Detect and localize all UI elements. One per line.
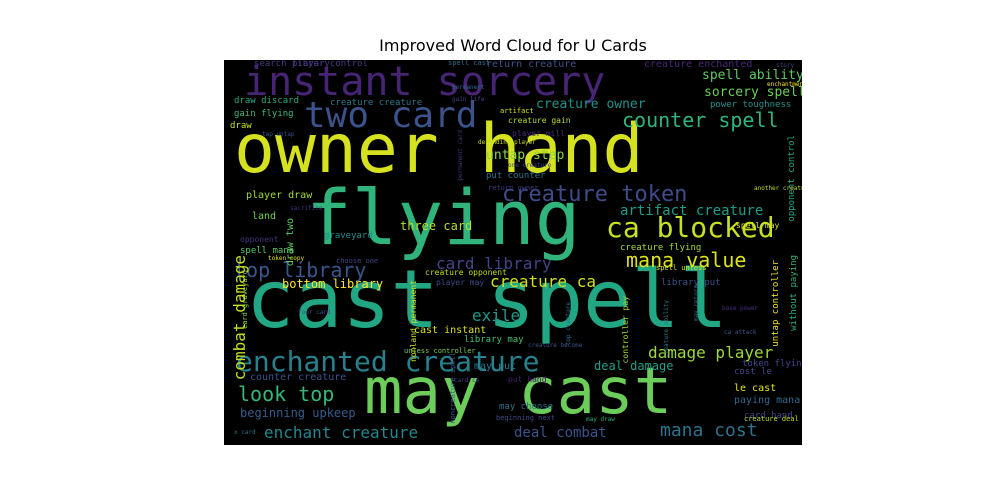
word-creature-ability: creature ability (663, 300, 670, 358)
word-player-mill: player mill (512, 129, 565, 138)
word-may-cast: may cast (364, 355, 673, 429)
word-sorcery-spell: sorcery spell (704, 85, 802, 100)
word-card-ca: card ca (454, 377, 480, 384)
word-noncreature-spell: noncreature spell (449, 352, 457, 424)
word-without-paying: without paying (789, 255, 799, 331)
word-deal-damage: deal damage (594, 359, 674, 373)
chart-title: Improved Word Cloud for U Cards (379, 36, 647, 55)
word-cloud: owner hand cast spell flying may cast instan… (224, 60, 802, 445)
word-power-toughness: power toughness (710, 100, 792, 110)
word-ca-attack: ca attack (724, 329, 757, 336)
word-mana-value: mana value (626, 248, 747, 272)
word-return-creature: return creature (486, 60, 577, 70)
word-cast-instant: cast instant (414, 325, 487, 336)
word-permanent-card: permanent card (457, 130, 464, 181)
word-bottom-library: bottom library (282, 277, 384, 291)
word-top-library: top library (234, 258, 367, 282)
word-controller-pay: controller pay (621, 296, 630, 364)
word-artifact: artifact (500, 107, 534, 115)
word-put-hand: put hand (508, 375, 547, 384)
word-instant-sorcery: instant sorcery (244, 60, 606, 105)
word-may-draw: may draw (586, 416, 615, 423)
word-search-library: search library (254, 60, 330, 69)
word-beginning-next: beginning next (496, 414, 556, 422)
word-creature-enchanted: creature enchanted (644, 60, 753, 70)
word-two-card: two card (304, 95, 478, 136)
word-may-put: may put (474, 361, 517, 372)
word-beginning-upkeep: beginning upkeep (240, 406, 356, 420)
word-token-copy: token copy (268, 255, 305, 262)
word-return-owner: return owner (488, 184, 539, 192)
word-exile: exile (472, 306, 521, 325)
word-spell-ability: spell ability (702, 68, 802, 83)
word-creature-flying: creature flying (620, 243, 702, 253)
word-gain-flying: gain flying (234, 109, 294, 119)
word-artifact-creature: artifact creature (620, 203, 764, 219)
word-x-card: x card (234, 429, 256, 436)
word-story: story (776, 62, 795, 69)
word-land: land (252, 211, 277, 222)
word-card-hand: card hand (744, 411, 793, 421)
word-untap-controller: untap controller (771, 260, 781, 347)
word-choose-one: choose one (336, 257, 379, 265)
word-creature-token: creature token (502, 182, 688, 207)
word-spell-mana: spell mana (240, 246, 295, 256)
word-creature-ca: creature ca (490, 272, 596, 291)
word-four-card: four card (298, 309, 331, 316)
word-cost-le: cost le (734, 367, 772, 377)
word-flying: flying (306, 173, 581, 262)
word-player-may: player may (436, 278, 485, 287)
word-card-graveyard: card graveyard (241, 270, 249, 330)
word-enchanted-creature: enchanted creature (236, 345, 540, 378)
word-three-card: three card (400, 219, 473, 233)
word-card-library: card library (436, 254, 552, 273)
word-put-counter: put counter (486, 171, 546, 181)
word-defending-player: defending player (478, 139, 536, 146)
word-damage-player: damage player (648, 343, 774, 362)
word-sacrifice: sacrifice (290, 205, 323, 212)
word-enchant-creature: enchant creature (264, 423, 419, 442)
word-library-put: library put (661, 278, 721, 288)
word-permanent: permanent (452, 84, 485, 91)
word-tap-untap: tap untap (262, 131, 295, 138)
word-opponent-control: opponent control (787, 135, 797, 222)
word-spell-cast: spell cast (448, 60, 491, 67)
word-creature-become: creature become (528, 342, 583, 349)
word-mana-cost: mana cost (660, 420, 758, 441)
word-creature-creature: creature creature (330, 98, 423, 108)
word-creature-owner: creature owner (536, 97, 646, 112)
word-library-may: library may (464, 335, 524, 345)
word-spell-unless: spell unless (656, 264, 707, 272)
word-top-creature: top creature (565, 302, 572, 346)
word-paying-mana: paying mana (734, 395, 801, 406)
word-graveyard: graveyard (324, 231, 373, 241)
word-le-cast: le cast (734, 383, 777, 394)
word-draw: draw (230, 121, 252, 131)
word-enchantment: enchantment (767, 81, 802, 88)
word-player-draw: player draw (246, 190, 313, 201)
word-untap-step: untap step (486, 148, 565, 163)
word-unless-controller: unless controller (404, 347, 476, 355)
word-gain-life: gain life (452, 96, 485, 103)
word-one-creature: one creature (508, 162, 552, 169)
word-cast-spell: cast spell (246, 253, 728, 346)
word-owner-hand: owner hand (234, 110, 644, 189)
word-opponent: opponent (240, 235, 279, 244)
word-look-top: look top (238, 382, 335, 406)
word-ca-blocked: ca blocked (606, 211, 775, 244)
word-spell-may: spell may (736, 221, 780, 230)
word-counter-creature: counter creature (250, 372, 347, 383)
word-player-control: player control (292, 60, 368, 69)
word-may-return: may return (693, 285, 700, 322)
word-creature-deal: creature deal (744, 415, 799, 423)
word-base-power: base power (722, 305, 759, 312)
word-draw-discard: draw discard (234, 96, 300, 106)
word-may-choose: may choose (499, 402, 554, 412)
word-counter-spell: counter spell (622, 108, 779, 132)
word-deal-combat: deal combat (514, 425, 607, 441)
word-creature-opponent: creature opponent (425, 268, 507, 277)
word-another-creature: another creature (754, 185, 802, 192)
word-token-flying: token flying (742, 359, 802, 369)
word-creature-gain: creature gain (508, 116, 571, 125)
